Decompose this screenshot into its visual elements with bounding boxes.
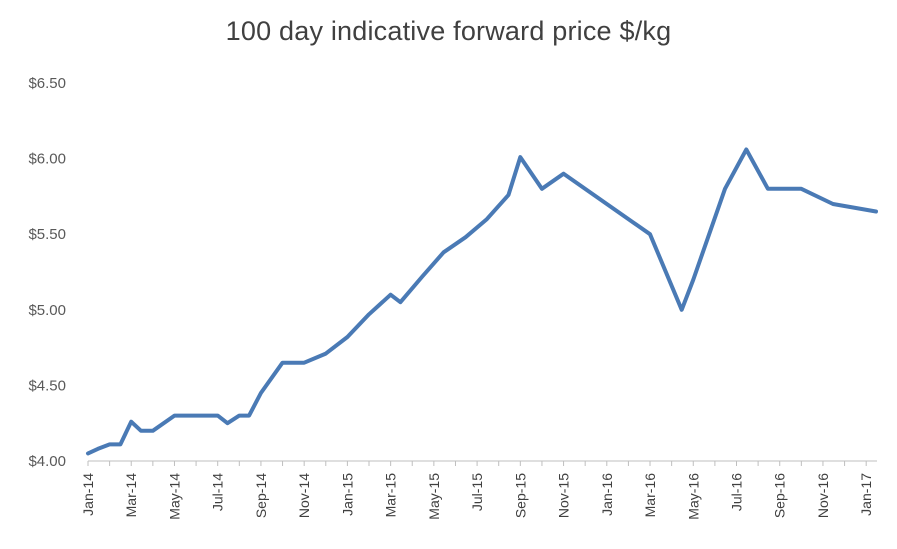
x-tick-label: May-14 bbox=[166, 473, 182, 520]
x-tick-label: Jul-16 bbox=[728, 473, 744, 511]
x-tick-label: Sep-14 bbox=[253, 473, 269, 518]
x-tick-label: Jan-14 bbox=[80, 473, 96, 516]
x-tick-label: Mar-16 bbox=[642, 473, 658, 518]
y-axis-labels: $4.00 $4.50 $5.00 $5.50 $6.00 $6.50 bbox=[28, 75, 66, 470]
x-tick-label: Mar-14 bbox=[123, 473, 139, 518]
y-tick-label: $6.50 bbox=[28, 75, 66, 92]
x-tick-label: May-15 bbox=[426, 473, 442, 520]
x-tick-label: Jan-15 bbox=[339, 473, 355, 516]
y-tick-label: $4.00 bbox=[28, 453, 66, 470]
x-axis: Jan-14 Mar-14 May-14 Jul-14 Sep-14 Nov-14 Jan-… bbox=[80, 460, 877, 520]
x-tick-label: Nov-16 bbox=[815, 473, 831, 518]
y-tick-label: $6.00 bbox=[28, 151, 66, 168]
x-tick-label: Jul-15 bbox=[469, 473, 485, 511]
chart-title: 100 day indicative forward price $/kg bbox=[225, 16, 672, 46]
x-tick-label: Nov-14 bbox=[296, 473, 312, 518]
x-tick-label: Sep-15 bbox=[512, 473, 528, 518]
x-tick-label: Jan-17 bbox=[858, 473, 874, 516]
x-tick-label: Mar-15 bbox=[383, 473, 399, 518]
x-tick-label: Jul-14 bbox=[210, 473, 226, 511]
x-tick-label: Jan-16 bbox=[599, 473, 615, 516]
series-layer bbox=[86, 147, 878, 456]
y-tick-label: $5.00 bbox=[28, 302, 66, 319]
y-tick-label: $4.50 bbox=[28, 377, 66, 394]
x-tick-label: Sep-16 bbox=[772, 473, 788, 518]
x-tick-label: Nov-15 bbox=[556, 473, 572, 518]
price-series-line bbox=[86, 147, 878, 456]
y-tick-label: $5.50 bbox=[28, 226, 66, 243]
x-tick-label: May-16 bbox=[685, 473, 701, 520]
